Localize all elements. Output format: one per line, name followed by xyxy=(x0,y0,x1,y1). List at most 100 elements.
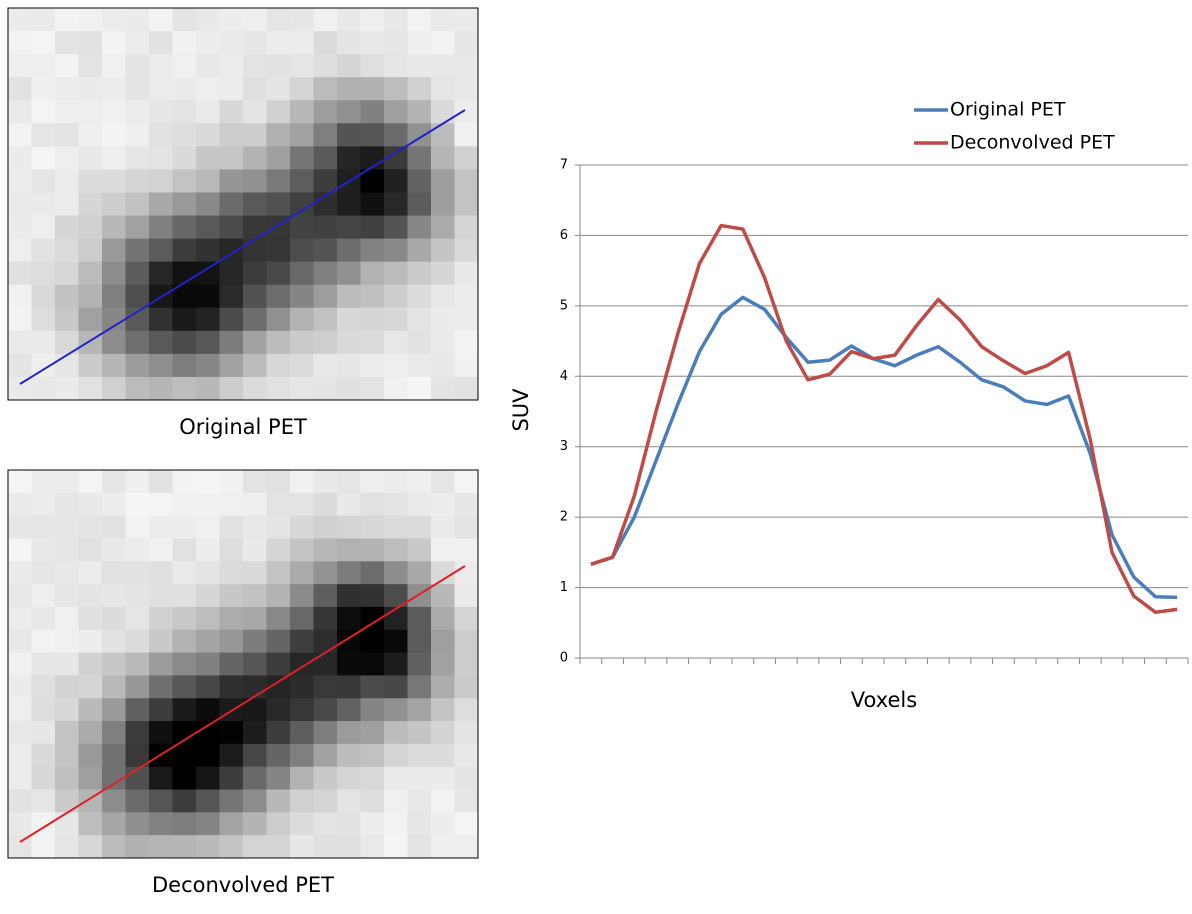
pixel xyxy=(290,538,314,562)
pixel xyxy=(172,238,197,263)
pixel xyxy=(172,169,197,193)
pixel xyxy=(407,146,432,170)
pixel xyxy=(125,492,150,517)
pixel xyxy=(454,54,479,78)
pixel xyxy=(337,789,361,813)
pixel xyxy=(8,675,32,699)
pixel xyxy=(125,376,150,401)
pixel xyxy=(384,629,408,654)
y-tick-label: 5 xyxy=(560,298,568,313)
pixel xyxy=(407,215,432,240)
pixel xyxy=(431,492,455,517)
pixel xyxy=(196,721,220,745)
pixel xyxy=(407,54,432,78)
pixel xyxy=(8,77,32,101)
y-tick-label: 2 xyxy=(560,510,568,525)
pixel xyxy=(431,698,455,722)
pixel xyxy=(78,606,103,631)
pixel xyxy=(266,31,291,55)
pixel xyxy=(243,261,267,286)
legend-label: Deconvolved PET xyxy=(950,132,1115,154)
pixel xyxy=(219,284,244,309)
pixel xyxy=(266,492,291,517)
pixel xyxy=(31,100,56,124)
pixel xyxy=(431,515,455,539)
pixel xyxy=(31,675,56,699)
pixel xyxy=(431,284,455,309)
pixel xyxy=(360,192,385,217)
pixel xyxy=(219,789,244,813)
pixel xyxy=(290,698,314,722)
pixel xyxy=(454,215,479,240)
pixel xyxy=(407,789,432,813)
pixel xyxy=(266,698,291,722)
pixel xyxy=(8,743,32,768)
pixel xyxy=(78,238,103,263)
pixel xyxy=(290,721,314,745)
pixel xyxy=(78,835,103,859)
pixel xyxy=(243,123,267,147)
pixel xyxy=(31,192,56,217)
pixel xyxy=(243,606,267,631)
pixel xyxy=(196,515,220,539)
pixel xyxy=(266,743,291,768)
pixel xyxy=(290,376,314,401)
pixel xyxy=(196,238,220,263)
pixel xyxy=(55,698,79,722)
pixel xyxy=(360,721,385,745)
pixel xyxy=(31,584,56,608)
pixel xyxy=(8,330,32,355)
pixel xyxy=(290,584,314,608)
pixel xyxy=(360,766,385,791)
pixel xyxy=(384,54,408,78)
pixel xyxy=(360,54,385,78)
pixel xyxy=(384,77,408,101)
pixel xyxy=(313,307,338,332)
pixel xyxy=(172,470,197,494)
pixel xyxy=(31,652,56,676)
pixel xyxy=(31,54,56,78)
pixel xyxy=(8,307,32,332)
pixel xyxy=(78,54,103,78)
series-line xyxy=(590,223,1178,614)
pixel xyxy=(31,538,56,562)
pixel xyxy=(360,812,385,836)
pixel xyxy=(78,307,103,332)
pixel xyxy=(196,698,220,722)
pixel xyxy=(55,31,79,55)
pixel xyxy=(431,766,455,791)
pixel xyxy=(360,307,385,332)
pixel xyxy=(266,584,291,608)
pixel xyxy=(266,835,291,859)
pixel xyxy=(290,31,314,55)
pixel xyxy=(31,812,56,836)
pixel xyxy=(172,146,197,170)
pixel xyxy=(55,743,79,768)
pixel xyxy=(454,606,479,631)
pixel xyxy=(313,812,338,836)
pixel xyxy=(266,652,291,676)
pixel xyxy=(337,307,361,332)
pixel xyxy=(31,743,56,768)
pixel xyxy=(384,812,408,836)
pixel xyxy=(431,629,455,654)
pixel xyxy=(31,721,56,745)
pixel xyxy=(454,470,479,494)
pixel xyxy=(196,169,220,193)
pixel xyxy=(384,515,408,539)
pixel xyxy=(313,261,338,286)
pixel xyxy=(219,812,244,836)
pixel xyxy=(266,606,291,631)
pixel xyxy=(196,606,220,631)
pixel xyxy=(407,515,432,539)
pixel xyxy=(290,330,314,355)
pixel xyxy=(290,261,314,286)
pixel xyxy=(149,261,173,286)
pixel xyxy=(78,146,103,170)
pixel xyxy=(78,215,103,240)
pixel xyxy=(384,8,408,32)
pixel xyxy=(125,629,150,654)
pixel xyxy=(384,470,408,494)
pixel xyxy=(8,606,32,631)
pixel xyxy=(31,470,56,494)
